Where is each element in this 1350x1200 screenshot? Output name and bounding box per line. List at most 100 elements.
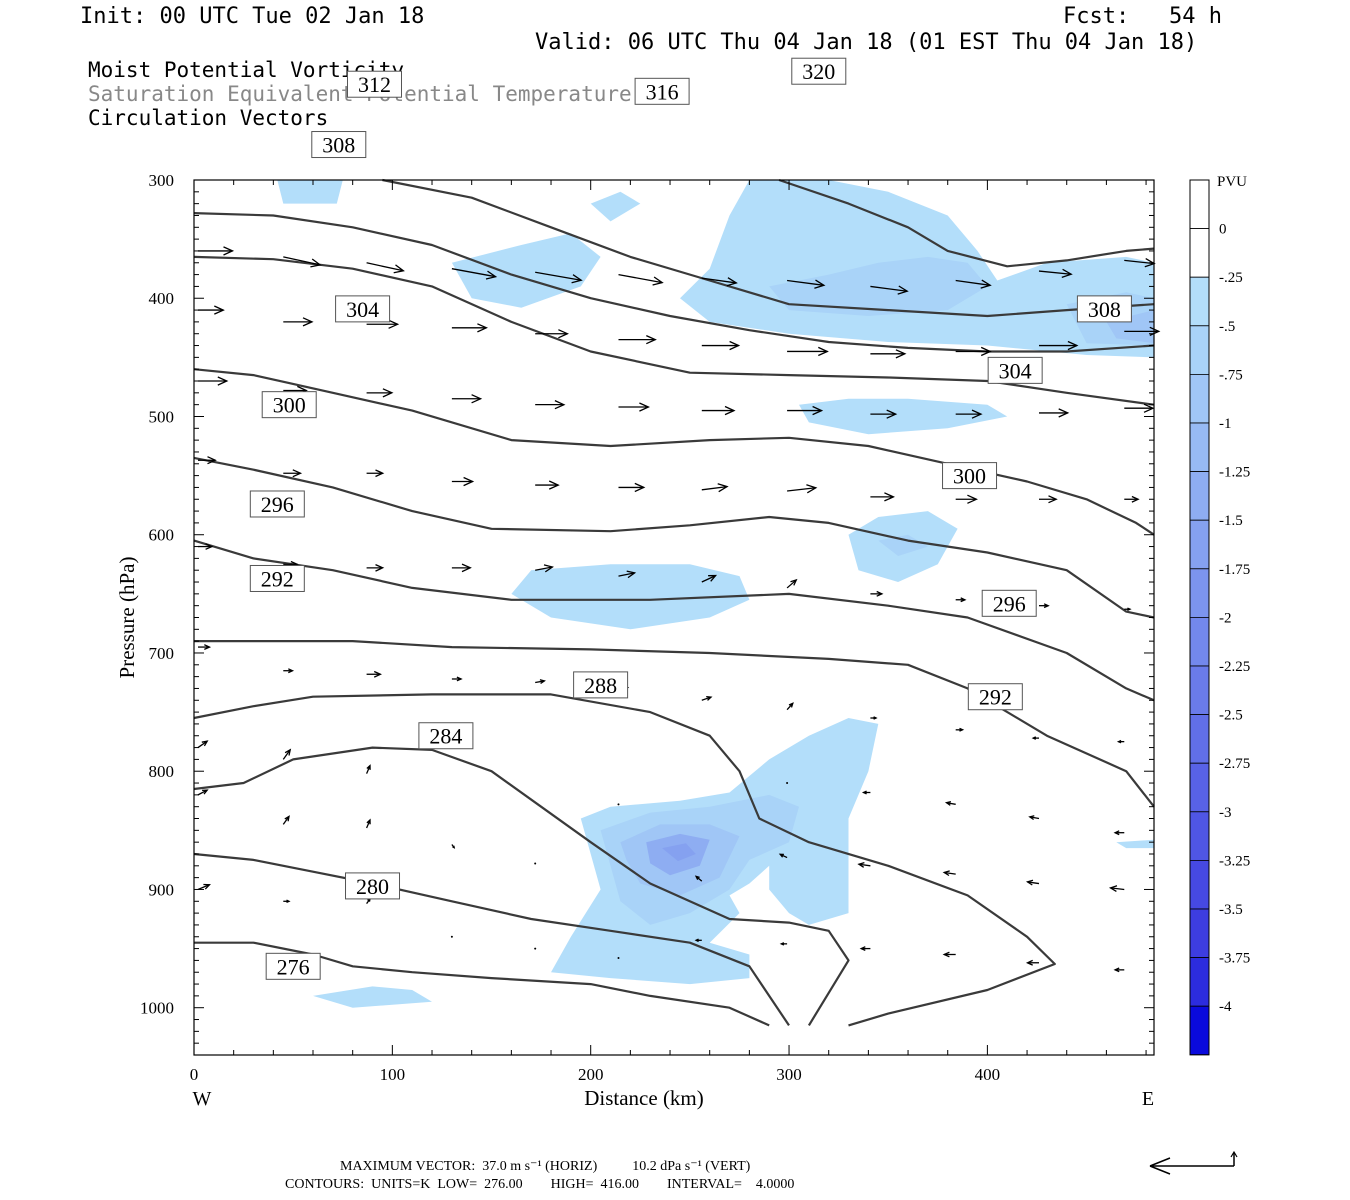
pv-region-17 — [1116, 839, 1154, 849]
circulation-vector — [534, 947, 537, 950]
colorbar-swatch — [1189, 908, 1210, 958]
circulation-vector — [451, 563, 472, 573]
colorbar-swatch — [1189, 860, 1210, 910]
circulation-vector — [198, 246, 235, 256]
circulation-vector — [1038, 408, 1070, 418]
pv-region-4 — [769, 256, 988, 316]
colorbar-swatch — [1189, 665, 1210, 715]
x-tick-label: 300 — [776, 1065, 802, 1084]
colorbar-swatch — [1189, 228, 1210, 278]
colorbar-swatch — [1189, 1005, 1210, 1056]
circulation-vector — [1108, 885, 1125, 892]
y-tick-label: 800 — [149, 762, 175, 781]
circulation-vector — [787, 484, 818, 494]
circulation-vector — [779, 942, 788, 946]
circulation-vector — [701, 277, 738, 287]
circulation-vector — [283, 899, 291, 903]
circulation-vector — [618, 335, 657, 345]
circulation-vector — [786, 578, 798, 589]
circulation-vector — [197, 740, 209, 749]
circulation-vector — [618, 402, 650, 412]
colorbar-label: -2.25 — [1219, 659, 1250, 675]
circulation-vector — [942, 951, 956, 958]
circulation-vector — [451, 476, 475, 487]
pv-region-1 — [590, 191, 641, 222]
circulation-vector — [535, 679, 546, 685]
colorbar-label: -3.75 — [1219, 951, 1250, 967]
circulation-vector — [1038, 268, 1073, 279]
circulation-vector — [365, 764, 371, 774]
svg-text:308: 308 — [1088, 297, 1121, 322]
svg-text:276: 276 — [277, 954, 310, 979]
svg-text:288: 288 — [584, 673, 617, 698]
y-tick-label: 400 — [149, 289, 175, 308]
colorbar-label: -.75 — [1219, 367, 1243, 383]
circulation-vector — [198, 644, 212, 650]
circulation-vector — [786, 782, 789, 785]
circulation-vector — [870, 409, 898, 419]
circulation-vector — [283, 469, 303, 478]
x-tick-label: 400 — [975, 1065, 1001, 1084]
circulation-vector — [283, 317, 314, 327]
svg-text:292: 292 — [979, 685, 1012, 710]
circulation-vector — [451, 844, 456, 849]
isentrope-label: 296 — [249, 490, 305, 518]
y-tick-label: 600 — [149, 526, 175, 545]
svg-text:304: 304 — [346, 297, 379, 322]
circulation-vector — [942, 870, 956, 877]
isentrope-284-2 — [193, 746, 850, 1026]
isentrope-label: 320 — [791, 57, 847, 85]
x-axis-label: Distance (km) — [584, 1086, 704, 1110]
colorbar-swatch — [1189, 325, 1210, 375]
colorbar-swatch — [1189, 179, 1210, 229]
circulation-vector — [1025, 879, 1040, 886]
circulation-vector — [282, 815, 290, 825]
west-label: W — [193, 1088, 212, 1110]
circulation-vector — [1124, 495, 1140, 503]
colorbar-label: -3.5 — [1219, 902, 1243, 918]
pv-region-15 — [662, 843, 696, 862]
east-label: E — [1142, 1088, 1154, 1110]
svg-text:296: 296 — [993, 591, 1026, 616]
isentrope-304-10 — [193, 368, 1155, 536]
colorbar-swatch — [1189, 276, 1210, 327]
title-theta-es: Saturation Equivalent Potential Temperat… — [88, 82, 682, 106]
circulation-vector — [870, 492, 895, 502]
svg-text:300: 300 — [953, 464, 986, 489]
circulation-vector — [366, 670, 382, 678]
max-vector-note: MAXIMUM VECTOR: 37.0 m s⁻¹ (HORIZ) 10.2 … — [340, 1159, 751, 1174]
init-time: Init: 00 UTC Tue 02 Jan 18 — [80, 4, 425, 29]
isentrope-label: 304 — [987, 356, 1043, 384]
isentrope-316-15 — [382, 178, 1155, 318]
colorbar-label: -1.5 — [1219, 513, 1243, 529]
y-tick-label: 900 — [149, 880, 175, 899]
circulation-vector — [694, 875, 703, 882]
pv-region-16 — [313, 986, 432, 1008]
circulation-vector — [198, 305, 225, 315]
colorbar-label: -.5 — [1219, 319, 1235, 335]
circulation-vector — [859, 946, 871, 951]
colorbar-label: 0 — [1219, 222, 1227, 238]
pv-region-9 — [878, 534, 928, 556]
circulation-vector — [197, 789, 209, 796]
circulation-vector — [451, 676, 463, 682]
circulation-vector — [786, 702, 794, 711]
y-tick-label: 1000 — [140, 999, 174, 1018]
colorbar-swatch — [1189, 471, 1210, 521]
circulation-vector — [617, 957, 620, 960]
circulation-vector — [1025, 959, 1039, 966]
circulation-vector — [944, 800, 956, 806]
forecast-hour: Fcst: 54 h — [1063, 4, 1222, 29]
y-tick-label: 700 — [149, 644, 175, 663]
pv-region-6 — [1106, 310, 1154, 344]
svg-text:320: 320 — [802, 59, 835, 84]
circulation-vector — [197, 883, 211, 891]
isentrope-320-16 — [778, 178, 1155, 268]
circulation-vector — [701, 574, 718, 583]
circulation-vector — [870, 716, 878, 720]
colorbar-unit: PVU — [1217, 174, 1247, 190]
circulation-vector — [870, 590, 884, 597]
y-axis-label: Pressure (hPa) — [115, 557, 139, 679]
isentrope-label: 316 — [634, 77, 690, 105]
circulation-vector — [450, 935, 453, 938]
